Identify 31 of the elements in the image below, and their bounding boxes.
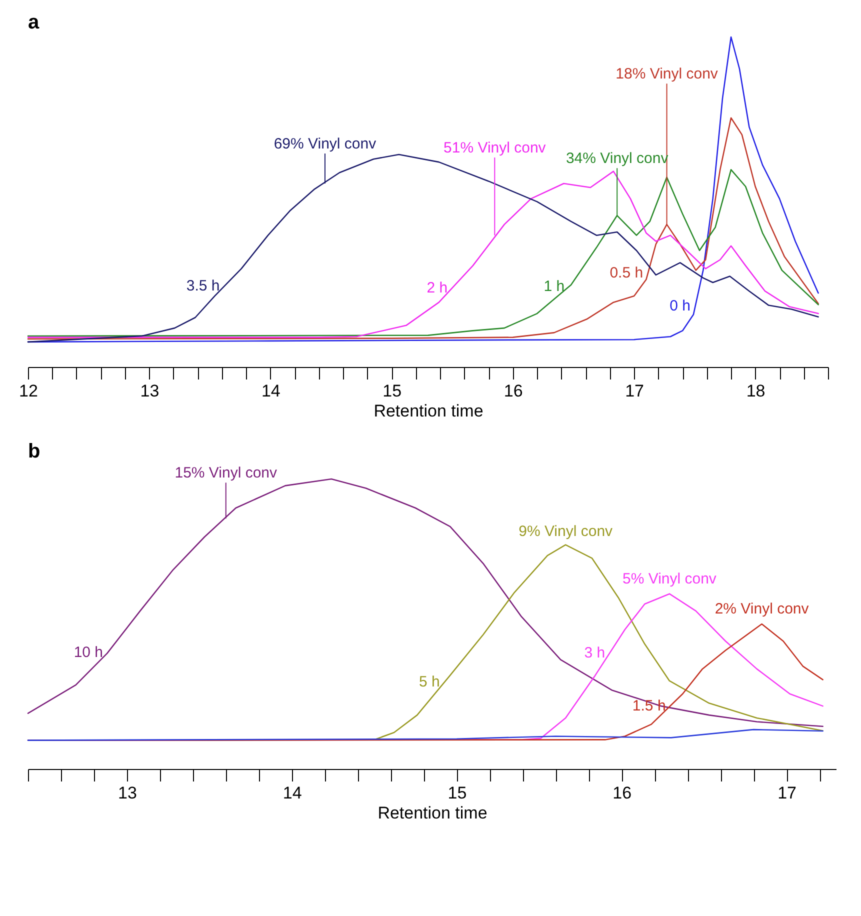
series-label: 10 h <box>74 644 104 662</box>
series-label: 3.5 h <box>186 278 220 295</box>
annotation: 69% Vinyl conv <box>274 136 377 153</box>
x-tick-label: 13 <box>118 784 137 802</box>
x-tick-label: 17 <box>625 382 644 400</box>
series-label: 2 h <box>426 280 448 297</box>
chart-title: a <box>28 11 40 34</box>
x-tick-label: 15 <box>448 784 467 802</box>
series-label: 3 h <box>584 644 606 662</box>
annotation: 9% Vinyl conv <box>518 523 614 540</box>
annotation: 51% Vinyl conv <box>444 139 546 156</box>
series-label: 5 h <box>419 674 440 691</box>
series-label: 1 h <box>544 278 565 296</box>
x-tick-label: 14 <box>282 784 302 802</box>
series-label: 0 h <box>670 297 690 314</box>
x-tick-label: 18 <box>746 382 766 400</box>
x-axis-title: Retention time <box>374 402 484 420</box>
x-tick-label: 17 <box>778 784 796 802</box>
x-tick-label: 12 <box>19 382 38 400</box>
chart-title: b <box>28 440 40 463</box>
annotation: 18% Vinyl conv <box>616 66 718 83</box>
annotation: 15% Vinyl conv <box>174 464 278 482</box>
x-tick-label: 16 <box>504 382 523 400</box>
x-tick-label: 15 <box>382 382 402 400</box>
x-tick-label: 14 <box>261 382 280 400</box>
annotation: 2% Vinyl conv <box>714 600 810 618</box>
series-label: 0.5 h <box>610 264 644 282</box>
x-tick-label: 16 <box>612 784 632 802</box>
x-tick-label: 13 <box>140 382 160 400</box>
annotation: 5% Vinyl conv <box>622 570 717 588</box>
x-axis-title: Retention time <box>378 804 488 822</box>
